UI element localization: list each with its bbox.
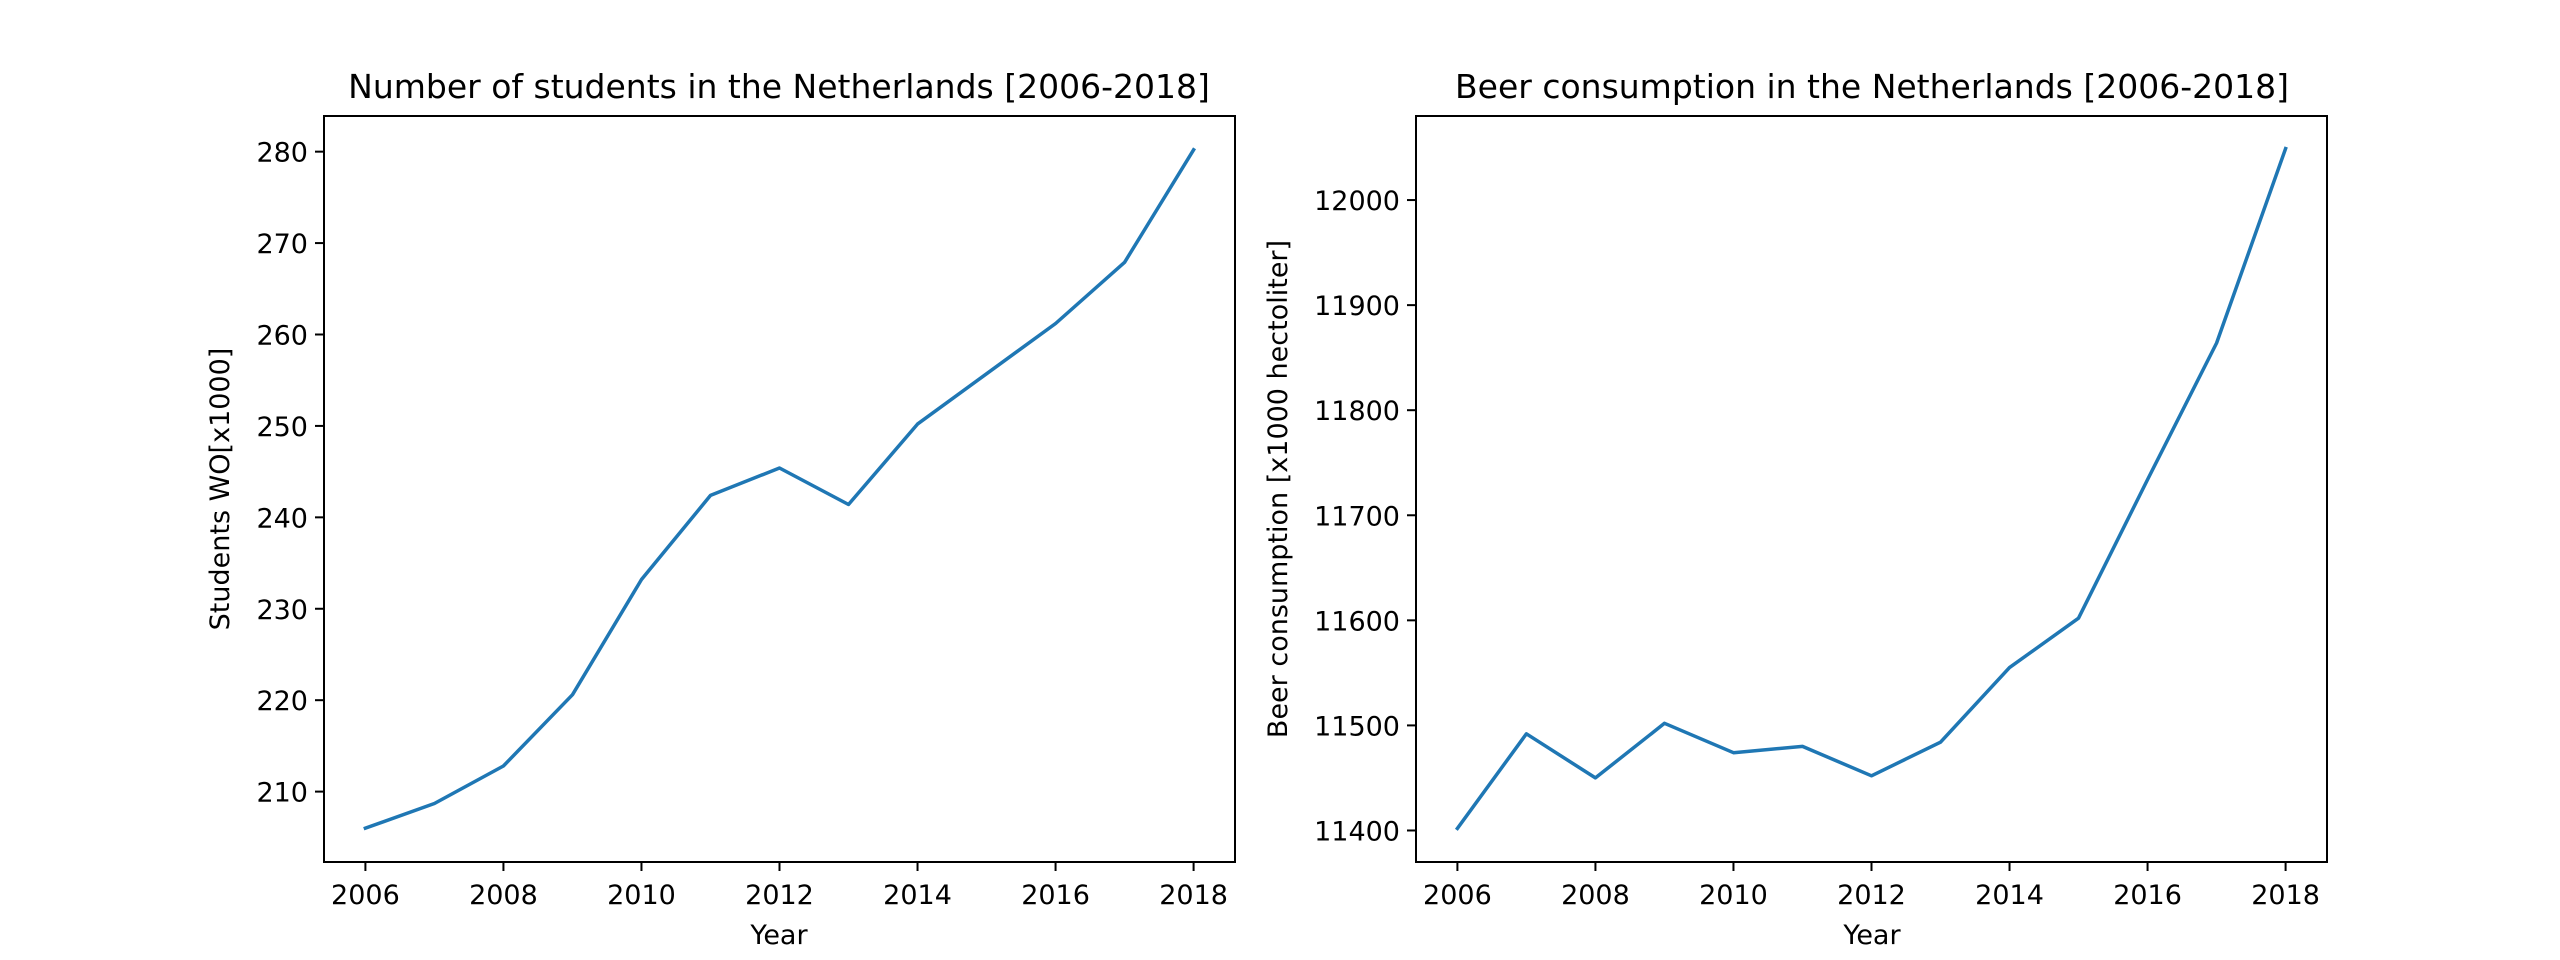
y-tick-label: 210 xyxy=(256,778,308,809)
y-tick-label: 230 xyxy=(256,595,308,626)
x-tick-label: 2016 xyxy=(1021,880,1090,911)
chart-title: Number of students in the Netherlands [2… xyxy=(348,67,1210,106)
series-line xyxy=(363,147,1197,831)
x-axis-label: Year xyxy=(749,920,808,951)
plot-frame xyxy=(1415,115,2328,863)
x-axis-label: Year xyxy=(1842,920,1901,951)
beer-chart: Beer consumption in the Netherlands [200… xyxy=(1263,67,2328,951)
x-tick-label: 2010 xyxy=(607,880,676,911)
y-tick-label: 11500 xyxy=(1314,711,1400,742)
y-tick-label: 220 xyxy=(256,686,308,717)
x-tick-label: 2006 xyxy=(1423,880,1492,911)
x-tick-label: 2014 xyxy=(883,880,952,911)
y-tick-label: 11700 xyxy=(1314,501,1400,532)
x-tick-label: 2018 xyxy=(1159,880,1228,911)
x-tick-label: 2018 xyxy=(2251,880,2320,911)
plot-frame xyxy=(323,115,1236,863)
x-tick-label: 2012 xyxy=(1837,880,1906,911)
x-tick-label: 2012 xyxy=(745,880,814,911)
students-chart: Number of students in the Netherlands [2… xyxy=(205,67,1236,951)
y-tick-label: 250 xyxy=(256,412,308,443)
x-tick-label: 2008 xyxy=(1561,880,1630,911)
y-tick-label: 11400 xyxy=(1314,816,1400,847)
x-tick-label: 2008 xyxy=(469,880,538,911)
series-group xyxy=(1454,146,2288,831)
x-tick-label: 2006 xyxy=(331,880,400,911)
series-group xyxy=(363,147,1197,831)
y-tick-label: 240 xyxy=(256,503,308,534)
y-tick-label: 280 xyxy=(256,138,308,169)
series-line xyxy=(1454,146,2288,831)
y-axis: 11400 11500 11600 11700 11800 11900 12000 xyxy=(1314,186,1416,847)
x-tick-label: 2010 xyxy=(1699,880,1768,911)
y-tick-label: 11900 xyxy=(1314,291,1400,322)
x-tick-label: 2016 xyxy=(2113,880,2182,911)
y-tick-label: 11600 xyxy=(1314,606,1400,637)
y-axis-label: Beer consumption [x1000 hectoliter] xyxy=(1263,240,1294,738)
y-axis-label: Students WO[x1000] xyxy=(205,348,236,631)
x-tick-label: 2014 xyxy=(1975,880,2044,911)
y-axis: 210 220 230 240 250 260 270 280 xyxy=(256,138,324,809)
y-tick-label: 11800 xyxy=(1314,396,1400,427)
y-tick-label: 260 xyxy=(256,320,308,351)
y-tick-label: 12000 xyxy=(1314,186,1400,217)
y-tick-label: 270 xyxy=(256,229,308,260)
chart-title: Beer consumption in the Netherlands [200… xyxy=(1455,67,2289,106)
x-axis: 2006 2008 2010 2012 2014 2016 2018 xyxy=(331,862,1228,911)
x-axis: 2006 2008 2010 2012 2014 2016 2018 xyxy=(1423,862,2320,911)
